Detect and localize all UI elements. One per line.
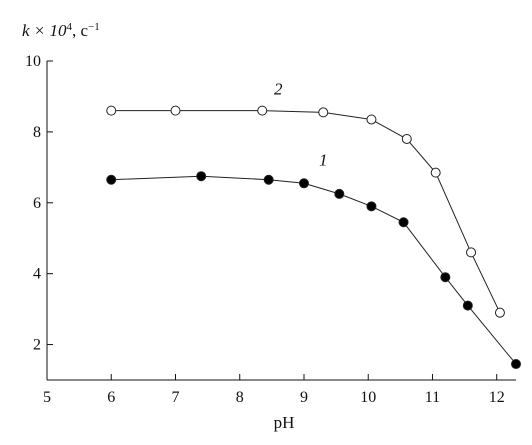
x-tick-label: 11 [425,389,440,406]
x-tick-label: 10 [360,389,376,406]
x-tick-label: 9 [300,389,308,406]
series-1-point [366,201,377,212]
y-tick-label: 8 [33,124,41,141]
series-2-point [257,105,268,116]
x-tick-label: 12 [489,389,505,406]
series-2-point [366,114,377,125]
series-1-point [511,359,521,370]
series-1-point [298,178,309,189]
y-tick-label: 6 [33,195,41,212]
y-axis-title-prefix: k × 10 [22,21,67,40]
series-2-point [170,105,181,116]
series-2-point [430,167,441,178]
series-2-label: 2 [274,80,283,99]
y-axis-title-unit: , c [72,21,89,40]
y-tick-label: 4 [33,266,41,283]
series-2-line [111,110,501,313]
y-axis-title-unit-exponent: −1 [88,21,100,33]
y-axis-title: k × 104, c−1 [22,21,100,40]
series-1-point [106,174,117,185]
x-tick-label: 7 [171,389,179,406]
series-1: 1 [106,151,521,370]
series-1-point [398,217,409,228]
series-2-point [494,307,505,318]
series-1-point [196,171,207,182]
series-1-point [462,300,473,311]
series-2-point [466,247,477,258]
series-2-point [401,133,412,144]
series-2-point [106,105,117,116]
series-1-line [111,175,517,365]
x-axis-title: pH [274,413,295,432]
y-tick-label: 2 [33,337,41,354]
x-tick-label: 6 [107,389,115,406]
x-tick-label: 5 [43,389,51,406]
series-2-point [318,107,329,118]
y-tick-label: 10 [25,53,41,70]
series-1-point [263,174,274,185]
series-2: 2 [106,80,505,318]
series-layer: 12 [106,80,521,370]
x-tick-label: 8 [236,389,244,406]
series-1-point [334,188,345,199]
series-1-label: 1 [319,151,328,170]
series-1-point [440,272,451,283]
y-axis-title-exponent: 4 [67,21,73,33]
